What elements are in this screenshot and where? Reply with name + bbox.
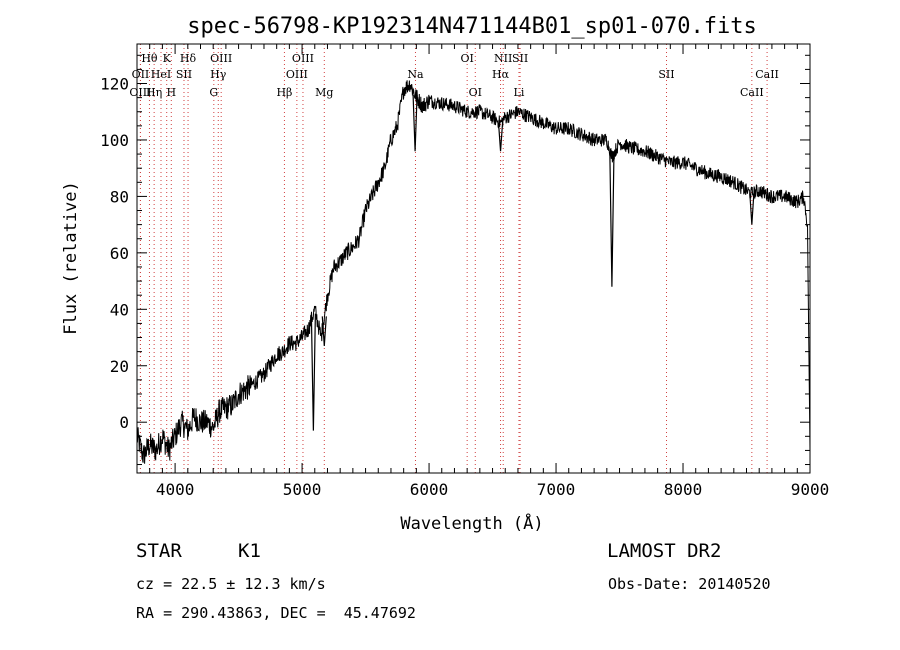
x-axis-label: Wavelength (Å) (400, 512, 543, 534)
y-axis: 0 20 40 60 80 100 120 (100, 54, 810, 466)
line-marker-label: CaII (740, 86, 764, 99)
absorption-dips (201, 94, 755, 431)
line-marker-label: Hα (492, 68, 510, 81)
line-marker-label: NII (494, 52, 512, 65)
line-marker-label: Na (407, 68, 424, 81)
absorption-dip (412, 94, 418, 152)
x-tick-label: 8000 (664, 480, 703, 499)
ra-dec: RA = 290.43863, DEC = 45.47692 (136, 604, 416, 622)
object-class: STAR (136, 540, 182, 562)
y-tick-label: 0 (119, 413, 129, 432)
cz-value: cz = 22.5 ± 12.3 km/s (136, 575, 326, 593)
line-marker-label: OI (460, 52, 473, 65)
x-tick-label: 4000 (156, 480, 195, 499)
absorption-dip (497, 122, 504, 152)
survey-name: LAMOST DR2 (607, 540, 722, 562)
x-tick-label: 7000 (537, 480, 576, 499)
y-tick-label: 100 (100, 131, 129, 150)
obs-date: Obs-Date: 20140520 (608, 575, 771, 593)
plot-frame (136, 43, 811, 474)
line-marker-label: CaII (755, 68, 779, 81)
spectrum-chart: spec-56798-KP192314N471144B01_sp01-070.f… (61, 14, 830, 534)
object-subclass: K1 (238, 540, 261, 562)
absorption-dip (749, 193, 755, 225)
y-tick-label: 120 (100, 75, 129, 94)
y-axis-label: Flux (relative) (61, 181, 81, 335)
y-tick-label: 80 (110, 187, 129, 206)
x-tick-label: 6000 (410, 480, 449, 499)
x-tick-label: 9000 (791, 480, 830, 499)
chart-title: spec-56798-KP192314N471144B01_sp01-070.f… (187, 14, 757, 39)
line-marker-label: SII (512, 52, 528, 65)
line-marker-label: Li (514, 86, 525, 99)
line-marker-label: OII (132, 68, 150, 81)
y-tick-label: 40 (110, 300, 129, 319)
absorption-dip (609, 156, 615, 287)
line-marker-label: G (209, 86, 218, 99)
line-marker-label: Hδ (180, 52, 197, 65)
line-marker-label: H (166, 86, 176, 99)
line-marker-label: OIII (286, 68, 308, 81)
line-marker-label: Hγ (210, 68, 227, 81)
line-marker-label: OIII (129, 86, 151, 99)
absorption-dip (310, 313, 316, 431)
absorption-dip (201, 421, 207, 430)
line-marker-label: Hη (146, 86, 162, 99)
y-tick-label: 20 (110, 357, 129, 376)
line-marker-label: K (163, 52, 172, 65)
x-tick-label: 5000 (283, 480, 322, 499)
absorption-dip (321, 316, 327, 347)
line-marker-label: Mg (315, 86, 333, 99)
line-marker-label: OI (469, 86, 482, 99)
x-axis: 4000 5000 6000 7000 8000 9000 (136, 44, 830, 499)
line-marker-label: OIII (210, 52, 232, 65)
line-marker-label: SII (658, 68, 674, 81)
line-marker-label: OIII (292, 52, 314, 65)
y-tick-label: 60 (110, 244, 129, 263)
line-marker-label: Hθ (141, 52, 158, 65)
spectrum-line (136, 80, 811, 464)
line-marker-label: Hβ (276, 86, 292, 99)
line-marker-label: SII (176, 68, 192, 81)
line-marker-label: HeI (151, 68, 171, 81)
